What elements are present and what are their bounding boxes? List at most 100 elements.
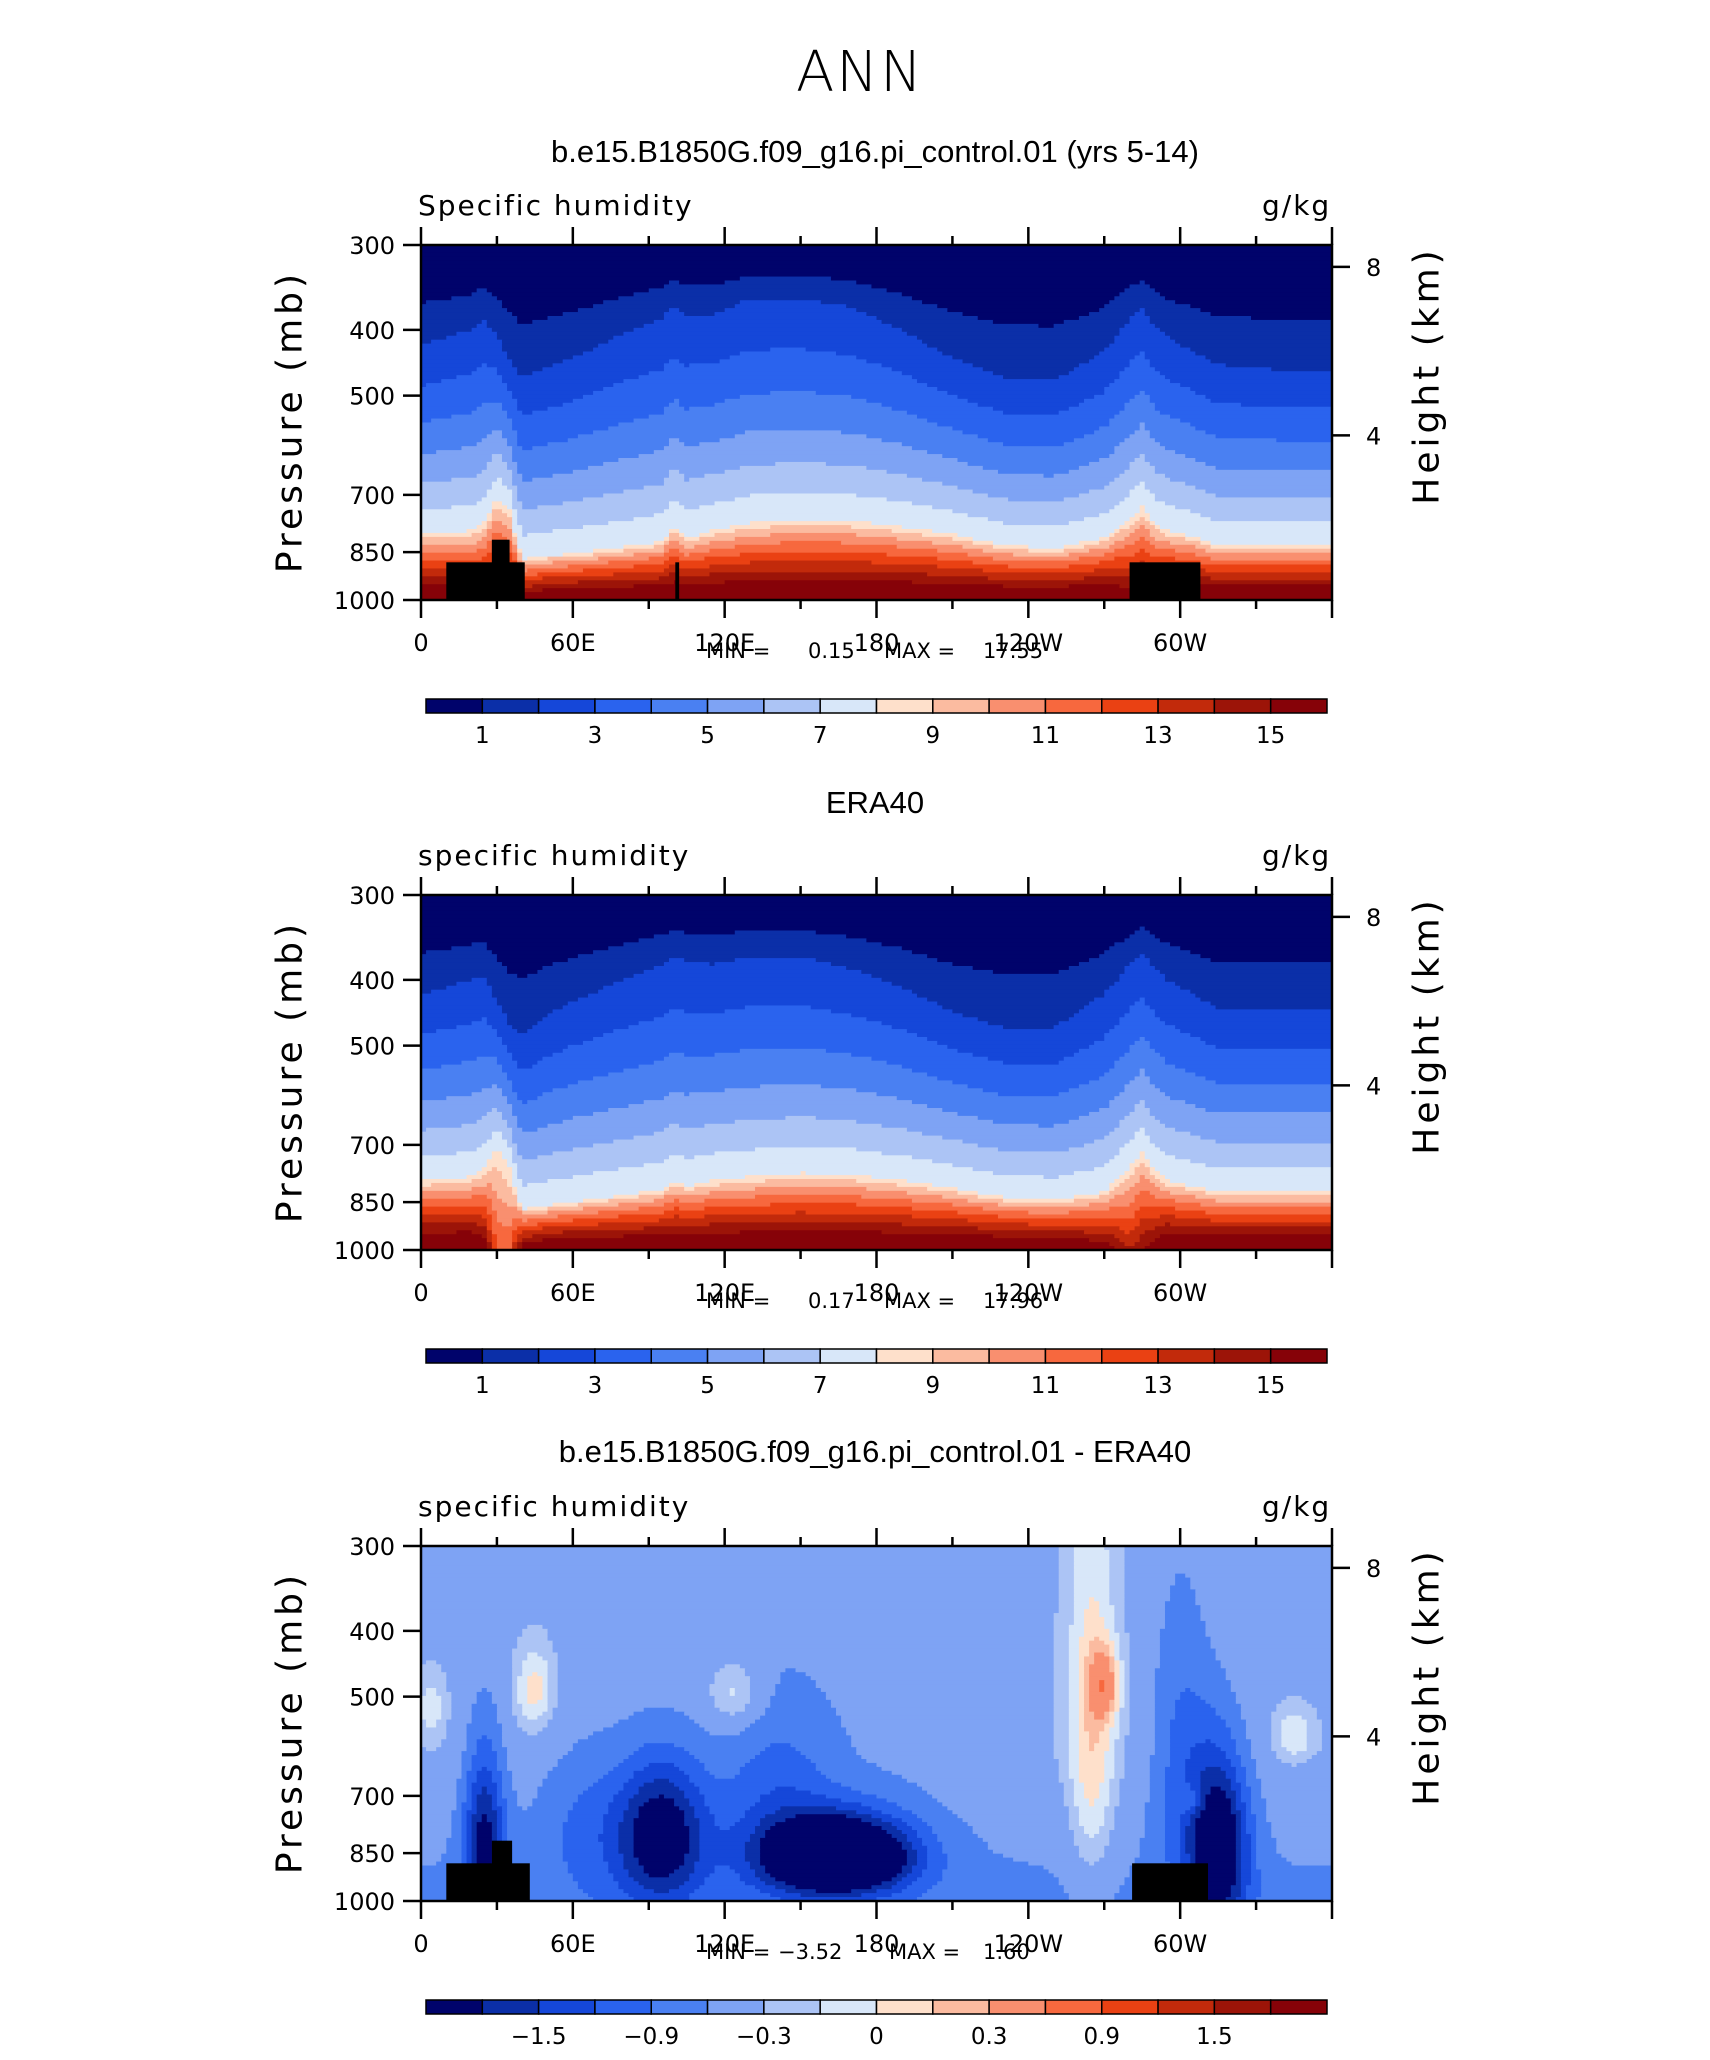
colorbar-segment [763,1348,821,1364]
x-tick-label: 120E [694,629,755,657]
x-tick-label: 60E [550,1930,596,1958]
x-tick-label: 60E [550,629,596,657]
min-value: 0.17 [808,1289,855,1313]
y-tick-label: 500 [349,383,395,411]
min-value: 0.15 [808,639,855,663]
y-tick-label: 850 [349,1189,395,1217]
min-value: −3.52 [778,1940,843,1964]
colorbar-label: −0.9 [623,2024,679,2050]
colorbar-segment [706,1999,765,2015]
colorbar-segment [425,1348,484,1364]
colorbar-segment [594,1348,652,1364]
min-label: MIN = [706,639,771,663]
colorbar-segment [1269,1348,1328,1364]
contour-field [421,245,1333,601]
colorbar-label: 1.5 [1196,2024,1233,2050]
colorbar-label: 0.3 [971,2024,1008,2050]
units-label: g/kg [1262,189,1332,222]
variable-label: Specific humidity [418,189,694,222]
colorbar-segment [537,1348,596,1364]
min-label: MIN = [706,1289,771,1313]
colorbar-label: 13 [1143,723,1172,749]
x-tick-label: 60W [1153,1279,1207,1307]
colorbar-segment [481,1348,540,1364]
colorbar-segment [706,698,765,714]
colorbar-label: 1 [475,723,490,749]
x-tick-label: 0 [413,1930,428,1958]
max-label: MAX = [884,1289,956,1313]
topography-mask [446,1863,530,1901]
colorbar-segment [988,1999,1047,2015]
x-tick-label: 60E [550,1279,596,1307]
colorbar-label: 0.9 [1083,2024,1120,2050]
height-tick-label: 4 [1366,1072,1381,1100]
x-tick-label: 120W [994,1930,1064,1958]
colorbar-segment [875,698,934,714]
colorbar-segment [988,698,1047,714]
colorbar-label: 13 [1143,1373,1172,1399]
y-tick-label: 500 [349,1033,395,1061]
colorbar-segment [650,698,709,714]
colorbar-segment [1157,1348,1216,1364]
max-value: 17.55 [983,639,1044,663]
y-tick-label: 850 [349,539,395,567]
y-axis-title-left: Pressure (mb) [269,269,311,573]
x-tick-label: 0 [413,1279,428,1307]
y-tick-label: 700 [349,1783,395,1811]
colorbar: −1.5 −0.9 −0.3 0 0.3 0.9 1.5 [425,1999,1328,2050]
topography-mask [491,1840,513,1901]
topography-mask [491,539,510,600]
y-tick-label: 400 [349,967,395,995]
colorbar-segment [932,1999,990,2015]
colorbar-segment [537,1999,596,2015]
y-tick-label: 400 [349,317,395,345]
variable-label: specific humidity [418,839,691,872]
colorbar-segment [819,1999,878,2015]
x-tick-label: 120W [994,1279,1064,1307]
colorbar-label: 11 [1031,723,1060,749]
colorbar-segment [1101,1999,1159,2015]
x-tick-label: 180 [854,1279,900,1307]
colorbar-label: 7 [813,1373,828,1399]
figure-title: ANN [795,40,925,105]
y-axis-title-right: Height (km) [1406,245,1448,505]
colorbar-segment [932,1348,990,1364]
panel-title: ERA40 [825,785,925,820]
x-tick-label: 60W [1153,1930,1207,1958]
contour-plot-3: 300 400 500 700 850 1000 4 8 0 60E 120E 180 120W 60W [334,1528,1381,1958]
colorbar-segment [537,698,596,714]
y-tick-label: 500 [349,1684,395,1712]
colorbar-segment [875,1999,934,2015]
colorbar-segment [594,698,652,714]
topography-mask [1132,1863,1209,1901]
colorbar-segment [763,698,821,714]
colorbar-label: 0 [869,2024,884,2050]
colorbar-label: 5 [700,723,715,749]
x-tick-label: 120E [694,1279,755,1307]
colorbar-segment [1269,1999,1328,2015]
colorbar-segment [763,1999,821,2015]
x-tick-label: 0 [413,629,428,657]
y-tick-label: 700 [349,482,395,510]
max-value: 17.96 [983,1289,1044,1313]
y-tick-label: 1000 [334,1237,395,1265]
colorbar-segment [650,1999,709,2015]
height-tick-label: 4 [1366,1723,1381,1751]
y-tick-label: 400 [349,1618,395,1646]
colorbar-segment [1044,1999,1103,2015]
colorbar-segment [650,1348,709,1364]
contour-field [421,1546,1333,1902]
y-tick-label: 300 [349,882,395,910]
x-tick-label: 120E [694,1930,755,1958]
contour-plot-2: 300 400 500 700 850 1000 4 8 0 60E 120E 180 120W 60W [334,877,1381,1307]
colorbar-label: 9 [925,723,940,749]
y-tick-label: 850 [349,1840,395,1868]
colorbar-label: −0.3 [736,2024,792,2050]
colorbar-segment [875,1348,934,1364]
max-value: 1.60 [983,1940,1030,1964]
colorbar-label: 11 [1031,1373,1060,1399]
height-tick-label: 8 [1366,1555,1381,1583]
colorbar-label: 9 [925,1373,940,1399]
colorbar-segment [1101,698,1159,714]
colorbar-label: −1.5 [511,2024,567,2050]
